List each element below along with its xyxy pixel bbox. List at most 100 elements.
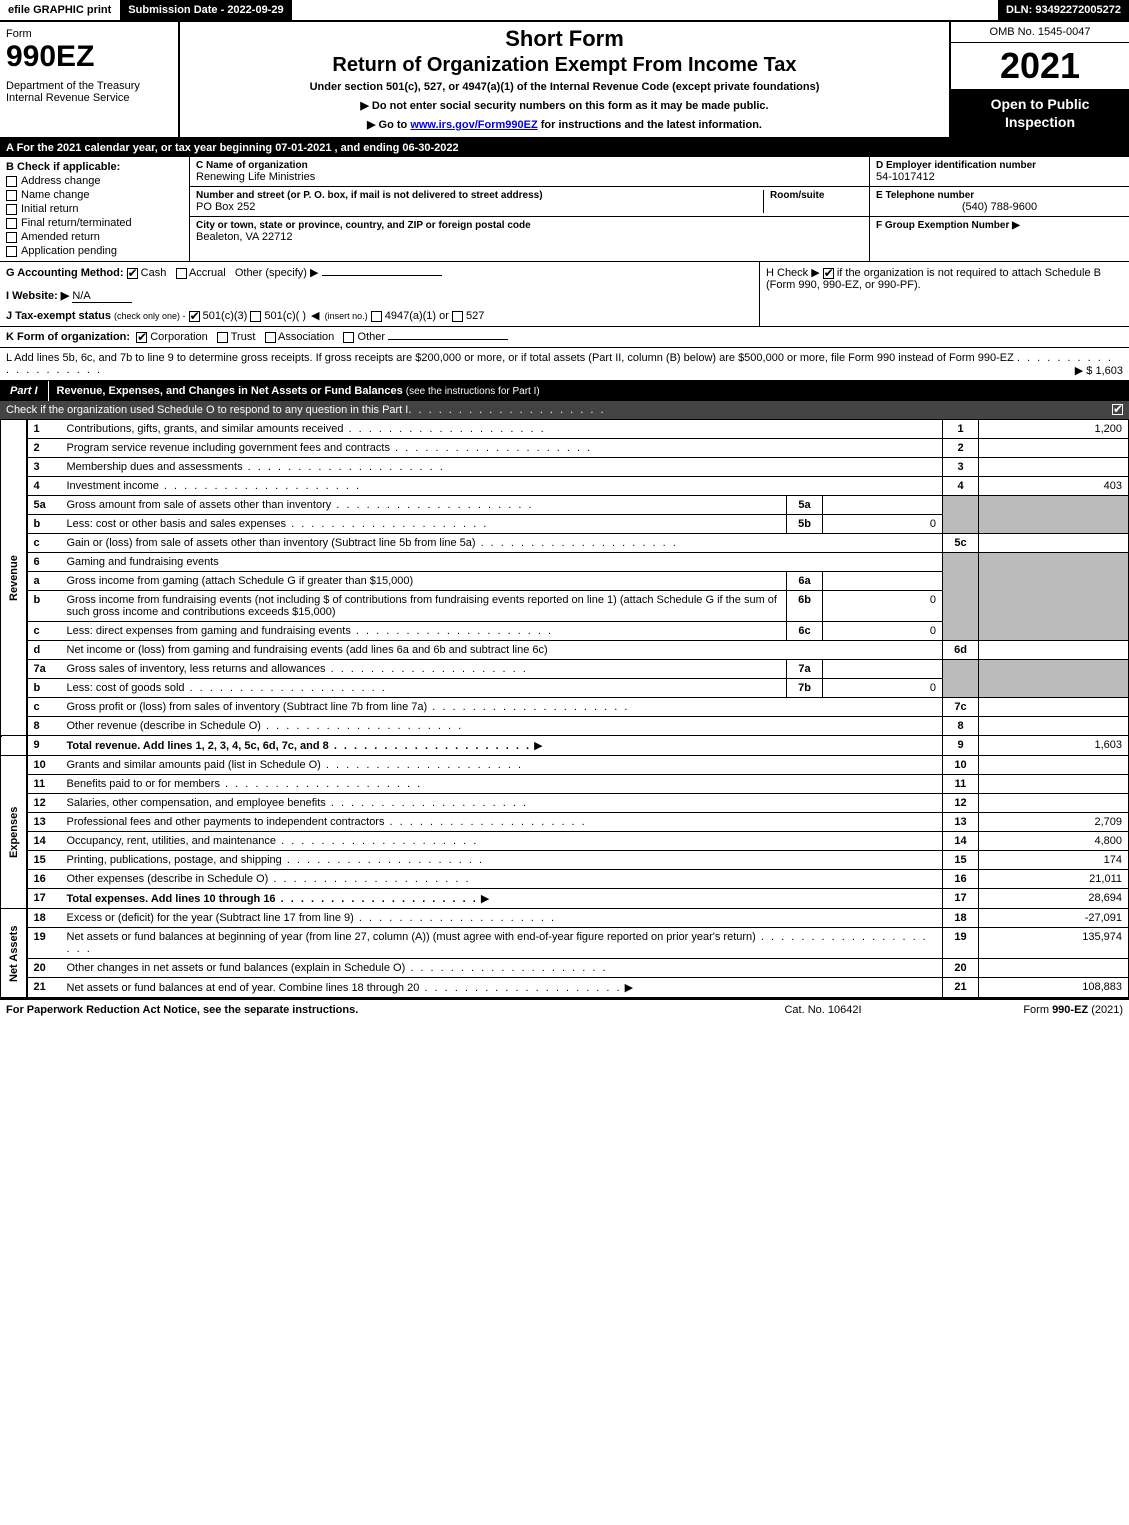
footer-right-form: 990-EZ: [1052, 1004, 1088, 1016]
checkbox-accrual[interactable]: [176, 268, 187, 279]
b-opt-0: Address change: [21, 175, 101, 187]
j-opt3: 4947(a)(1) or: [385, 310, 449, 322]
ln-16-val: 21,011: [979, 870, 1129, 889]
c-city-label: City or town, state or province, country…: [196, 220, 863, 231]
k-opt-3: Other: [358, 331, 386, 343]
ln-7c-col: 7c: [943, 698, 979, 717]
submission-date-label: Submission Date - 2022-09-29: [120, 0, 292, 20]
ln-10-col: 10: [943, 756, 979, 775]
ln-13-col: 13: [943, 813, 979, 832]
box-b-header: B Check if applicable:: [6, 161, 183, 173]
top-bar: efile GRAPHIC print Submission Date - 20…: [0, 0, 1129, 22]
ln-6d-desc: Net income or (loss) from gaming and fun…: [61, 641, 943, 660]
g-other: Other (specify) ▶: [235, 267, 319, 279]
ln-7c-desc: Gross profit or (loss) from sales of inv…: [67, 701, 630, 713]
j-opt4: 527: [466, 310, 484, 322]
g-cash: Cash: [141, 267, 167, 279]
part-i-subtitle: (see the instructions for Part I): [406, 386, 540, 397]
form-number: 990EZ: [6, 40, 172, 74]
irs-link[interactable]: www.irs.gov/Form990EZ: [410, 119, 537, 131]
title-short-form: Short Form: [188, 26, 941, 52]
checkbox-501c3[interactable]: [189, 311, 200, 322]
ln-6d-num: d: [27, 641, 61, 660]
ln-17-num: 17: [27, 889, 61, 909]
ln-5c-num: c: [27, 534, 61, 553]
side-label-revenue: Revenue: [1, 420, 27, 736]
checkbox-initial-return[interactable]: [6, 204, 17, 215]
checkbox-corporation[interactable]: [136, 332, 147, 343]
ln-11-num: 11: [27, 775, 61, 794]
checkbox-527[interactable]: [452, 311, 463, 322]
shade: [943, 660, 979, 698]
ln-6c-num: c: [27, 622, 61, 641]
checkbox-h[interactable]: [823, 268, 834, 279]
j-opt2-note: (insert no.): [325, 311, 368, 321]
ln-18-col: 18: [943, 909, 979, 928]
ln-5b-sub: 5b: [787, 515, 823, 534]
checkbox-amended-return[interactable]: [6, 232, 17, 243]
checkbox-trust[interactable]: [217, 332, 228, 343]
note-goto: ▶ Go to www.irs.gov/Form990EZ for instru…: [188, 118, 941, 131]
ln-6b-subval: 0: [823, 591, 943, 622]
b-opt-4: Amended return: [21, 231, 100, 243]
checkbox-name-change[interactable]: [6, 190, 17, 201]
shade: [979, 660, 1129, 698]
ln-21-val: 108,883: [979, 978, 1129, 998]
b-opt-2: Initial return: [21, 203, 78, 215]
ln-19-col: 19: [943, 928, 979, 959]
subtitle: Under section 501(c), 527, or 4947(a)(1)…: [188, 81, 941, 93]
checkbox-other-org[interactable]: [343, 332, 354, 343]
f-label: F Group Exemption Number ▶: [876, 220, 1123, 231]
checkbox-501c[interactable]: [250, 311, 261, 322]
j-opt2: 501(c)( ): [264, 310, 306, 322]
checkbox-address-change[interactable]: [6, 176, 17, 187]
ln-20-val: [979, 959, 1129, 978]
ln-8-desc: Other revenue (describe in Schedule O): [67, 720, 464, 732]
ln-1-val: 1,200: [979, 420, 1129, 439]
ln-5a-sub: 5a: [787, 496, 823, 515]
ln-8-col: 8: [943, 717, 979, 736]
row-h: H Check ▶ if the organization is not req…: [759, 262, 1129, 326]
b-opt-3: Final return/terminated: [21, 217, 132, 229]
checkbox-application-pending[interactable]: [6, 246, 17, 257]
c-name-label: C Name of organization: [196, 160, 863, 171]
checkbox-cash[interactable]: [127, 268, 138, 279]
ln-12-desc: Salaries, other compensation, and employ…: [67, 797, 529, 809]
ln-7a-subval: [823, 660, 943, 679]
c-street-value: PO Box 252: [196, 201, 763, 213]
ln-7c-num: c: [27, 698, 61, 717]
ln-18-desc: Excess or (deficit) for the year (Subtra…: [67, 912, 557, 924]
ln-9-col: 9: [943, 736, 979, 756]
e-label: E Telephone number: [876, 190, 1123, 201]
b-opt-5: Application pending: [21, 245, 117, 257]
ln-9-val: 1,603: [979, 736, 1129, 756]
ln-7a-sub: 7a: [787, 660, 823, 679]
j-opt1: 501(c)(3): [203, 310, 248, 322]
ln-2-desc: Program service revenue including govern…: [67, 442, 593, 454]
checkbox-schedule-o[interactable]: [1112, 404, 1123, 415]
checkbox-association[interactable]: [265, 332, 276, 343]
c-room-label: Room/suite: [770, 190, 863, 201]
ln-3-val: [979, 458, 1129, 477]
row-l: L Add lines 5b, 6c, and 7b to line 9 to …: [0, 348, 1129, 381]
ln-11-col: 11: [943, 775, 979, 794]
section-a: A For the 2021 calendar year, or tax yea…: [0, 139, 1129, 157]
note-goto-post: for instructions and the latest informat…: [541, 119, 762, 131]
open-to-public: Open to Public Inspection: [951, 89, 1129, 137]
checkbox-4947[interactable]: [371, 311, 382, 322]
tax-year: 2021: [951, 43, 1129, 89]
c-name-value: Renewing Life Ministries: [196, 171, 863, 183]
department-label: Department of the Treasury Internal Reve…: [6, 80, 172, 104]
page-footer: For Paperwork Reduction Act Notice, see …: [0, 998, 1129, 1020]
ln-13-val: 2,709: [979, 813, 1129, 832]
header-left: Form 990EZ Department of the Treasury In…: [0, 22, 180, 137]
e-value: (540) 788-9600: [876, 201, 1123, 213]
ln-7a-num: 7a: [27, 660, 61, 679]
checkbox-final-return[interactable]: [6, 218, 17, 229]
ln-12-num: 12: [27, 794, 61, 813]
ln-1-num: 1: [27, 420, 61, 439]
shade: [943, 553, 979, 641]
ln-7b-num: b: [27, 679, 61, 698]
schedule-o-row: Check if the organization used Schedule …: [0, 401, 1129, 419]
row-gh: G Accounting Method: Cash Accrual Other …: [0, 262, 1129, 327]
